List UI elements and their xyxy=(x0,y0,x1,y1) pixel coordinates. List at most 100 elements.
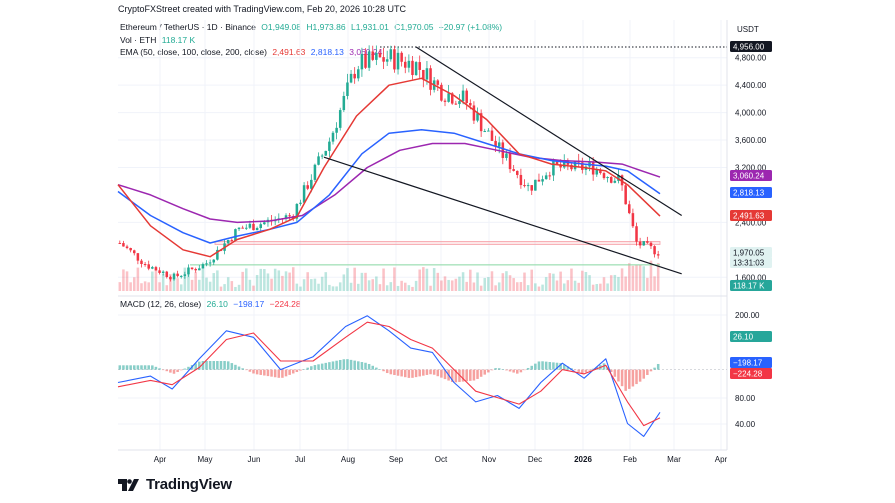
candle-body xyxy=(519,174,523,186)
candle-body xyxy=(570,164,573,170)
macd-hist-bar xyxy=(501,369,505,370)
volume-bar xyxy=(154,268,158,291)
macd-hist-bar xyxy=(516,369,519,374)
volume-bar xyxy=(364,272,367,291)
volume-bar xyxy=(638,264,642,291)
macd-hist-bar xyxy=(364,362,367,370)
volume-bar xyxy=(414,280,418,291)
macd-hist-bar xyxy=(642,369,646,379)
candle-body xyxy=(494,140,497,147)
volume-bar xyxy=(393,267,396,291)
candle-body xyxy=(595,169,599,175)
legend-c-label: C xyxy=(394,22,401,32)
volume-bar xyxy=(588,275,591,291)
macd-hist-bar xyxy=(497,368,501,370)
candle-body xyxy=(530,185,533,191)
volume-bar xyxy=(628,263,631,291)
volume-bar xyxy=(317,283,320,291)
volume-bar xyxy=(555,280,559,291)
volume-bar xyxy=(353,267,356,291)
macd-hist-bar xyxy=(208,361,212,370)
volume-bar xyxy=(281,275,284,291)
volume-bar xyxy=(273,268,277,291)
macd-hist-bar xyxy=(310,366,313,370)
macd-hist-bar xyxy=(584,369,588,373)
macd-hist-bar xyxy=(161,369,165,371)
candle-body xyxy=(255,228,259,231)
macd-hist-bar xyxy=(653,367,656,370)
tag-macd-signal: −224.28 xyxy=(733,370,763,379)
tag-ema100-bg xyxy=(730,187,772,198)
candle-body xyxy=(559,164,562,168)
macd-hist-bar xyxy=(302,369,306,370)
macd-hist-bar xyxy=(429,369,432,375)
volume-bar xyxy=(548,273,552,291)
x-tick-label: Aug xyxy=(341,455,355,464)
volume-bar xyxy=(252,285,255,291)
candle-body xyxy=(501,142,505,158)
legend-macd-line: −198.17 xyxy=(233,299,265,309)
volume-bar xyxy=(508,275,512,291)
brand-name: TradingView xyxy=(146,476,232,493)
volume-bar xyxy=(223,284,226,291)
candle-body xyxy=(118,242,122,244)
volume-bar xyxy=(310,279,313,291)
volume-bar xyxy=(313,278,317,291)
volume-bar xyxy=(570,268,573,291)
volume-bar xyxy=(519,282,523,291)
candle-body xyxy=(208,262,212,264)
macd-hist-bar xyxy=(263,369,266,376)
macd-hist-bar xyxy=(140,365,143,370)
candle-body xyxy=(140,260,143,265)
macd-hist-bar xyxy=(183,368,187,370)
volume-bar xyxy=(617,276,620,291)
volume-bar xyxy=(425,268,429,291)
candle-body xyxy=(562,160,566,168)
candle-body xyxy=(360,53,364,70)
macd-hist-bar xyxy=(317,364,320,370)
volume-bar xyxy=(234,286,237,291)
candle-body xyxy=(183,274,187,276)
legend-o-value: 1,949.08 xyxy=(267,22,301,32)
volume-bar xyxy=(602,277,606,291)
candle-body xyxy=(165,271,169,278)
candle-body xyxy=(497,142,501,147)
macd-hist-bar xyxy=(450,369,454,382)
tag-close-bg xyxy=(730,247,772,258)
trendline xyxy=(415,46,683,217)
volume-bar xyxy=(169,274,172,291)
legend-o-label: O xyxy=(261,22,268,32)
macd-hist-bar xyxy=(591,368,595,370)
candle-body xyxy=(505,153,508,158)
volume-bar xyxy=(266,273,270,291)
volume-bar xyxy=(494,285,497,291)
macd-hist-bar xyxy=(255,369,259,375)
macd-hist-bar xyxy=(237,366,241,370)
candle-body xyxy=(226,239,230,244)
macd-hist-bar xyxy=(595,366,599,370)
tradingview-brand[interactable]: TradingView xyxy=(118,476,232,493)
candle-body xyxy=(172,273,176,280)
macd-hist-bar xyxy=(530,365,533,370)
volume-bar xyxy=(299,286,302,291)
candle-body xyxy=(375,52,378,60)
macd-hist-bar xyxy=(176,369,179,373)
macd-hist-bar xyxy=(407,369,411,378)
macd-hist-bar xyxy=(559,363,562,370)
macd-hist-bar xyxy=(230,363,234,370)
macd-hist-bar xyxy=(638,369,642,382)
macd-hist-bar xyxy=(338,359,342,370)
candle-body xyxy=(461,90,465,102)
macd-hist-bar xyxy=(346,359,349,370)
legend-symbol: Ethereum / TetherUS · 1D · Binance xyxy=(120,22,256,32)
volume-bar xyxy=(371,279,375,291)
volume-bar xyxy=(447,279,450,291)
axes: USDT Apr May Jun Jul Aug Sep Oct Nov Dec 2026 Feb M… xyxy=(154,25,767,464)
macd-hist-bar xyxy=(483,369,487,375)
macd-hist-bar xyxy=(353,360,356,370)
macd-hist-bar xyxy=(454,369,458,383)
macd-hist-bar xyxy=(122,365,125,370)
volume-bar xyxy=(245,268,248,291)
volume-bar xyxy=(649,260,653,291)
